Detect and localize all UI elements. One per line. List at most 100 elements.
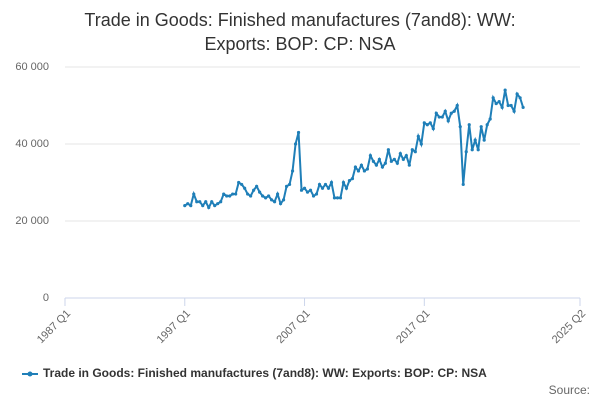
point	[371, 159, 376, 163]
point	[464, 150, 468, 154]
x-tick-label: 1987 Q1	[35, 308, 73, 346]
point	[452, 109, 456, 113]
point	[410, 148, 414, 152]
point	[252, 188, 256, 192]
point	[374, 163, 378, 167]
point	[338, 196, 343, 200]
point	[488, 117, 492, 121]
point	[395, 161, 399, 165]
point	[470, 148, 474, 152]
legend-symbol	[27, 371, 33, 377]
point	[213, 204, 217, 208]
point	[401, 157, 405, 161]
point	[210, 200, 214, 204]
point	[500, 105, 504, 110]
point	[186, 202, 190, 206]
point	[293, 142, 298, 146]
point	[431, 127, 435, 131]
y-tick-label: 40 000	[15, 138, 49, 150]
point	[183, 204, 187, 208]
point	[365, 167, 370, 171]
point	[416, 134, 420, 138]
point	[359, 163, 364, 167]
point	[443, 109, 447, 113]
point	[482, 138, 486, 142]
point	[506, 103, 510, 108]
point	[320, 186, 325, 190]
point	[503, 88, 507, 92]
point	[383, 161, 387, 165]
point	[317, 182, 322, 187]
point	[284, 184, 289, 188]
point	[269, 198, 274, 202]
x-tick-label: 1997 Q1	[155, 308, 193, 346]
point	[377, 157, 381, 161]
point	[413, 150, 417, 154]
point	[258, 190, 262, 194]
point	[278, 202, 283, 206]
legend-label: Trade in Goods: Finished manufactures (7…	[43, 366, 487, 380]
point	[479, 125, 483, 129]
point	[216, 202, 220, 206]
point	[386, 148, 390, 152]
point	[485, 123, 489, 127]
point	[362, 169, 367, 173]
point	[509, 103, 513, 108]
point	[446, 119, 450, 123]
point	[398, 152, 402, 156]
point	[494, 101, 498, 106]
point	[467, 123, 471, 127]
point	[281, 198, 286, 202]
point	[201, 204, 205, 208]
point	[518, 96, 522, 100]
point	[249, 194, 253, 198]
point	[287, 182, 292, 187]
chart-title: Trade in Goods: Finished manufactures (7…	[84, 10, 516, 54]
x-tick-label: 2007 Q1	[274, 308, 312, 346]
point	[311, 194, 316, 198]
point	[353, 165, 358, 169]
point	[458, 125, 462, 129]
point	[246, 192, 250, 196]
point	[228, 194, 232, 198]
point	[240, 182, 244, 187]
point	[234, 192, 238, 196]
point	[204, 200, 208, 204]
point	[305, 190, 310, 194]
point	[308, 188, 313, 192]
point	[329, 180, 334, 185]
point	[255, 184, 259, 188]
point	[380, 165, 384, 169]
point	[219, 200, 223, 204]
point	[192, 192, 196, 196]
point	[491, 96, 495, 100]
point	[272, 200, 277, 204]
point	[428, 121, 432, 125]
point	[425, 123, 429, 127]
point	[476, 148, 480, 152]
point	[512, 109, 516, 113]
point	[368, 153, 373, 158]
point	[347, 178, 352, 183]
point	[437, 115, 441, 119]
point	[515, 92, 519, 96]
point	[198, 200, 202, 204]
point	[392, 157, 396, 161]
point	[344, 186, 349, 190]
point	[449, 111, 453, 115]
point	[296, 130, 301, 135]
point	[440, 115, 444, 119]
point	[332, 196, 337, 200]
point	[389, 159, 393, 163]
source: Source:	[549, 383, 590, 397]
point	[350, 177, 355, 181]
point	[299, 188, 304, 192]
point	[275, 192, 280, 196]
point	[356, 169, 361, 173]
point	[225, 194, 229, 198]
point	[461, 182, 465, 187]
point	[290, 169, 295, 173]
point	[243, 186, 247, 190]
point	[335, 196, 340, 200]
point	[326, 186, 331, 190]
